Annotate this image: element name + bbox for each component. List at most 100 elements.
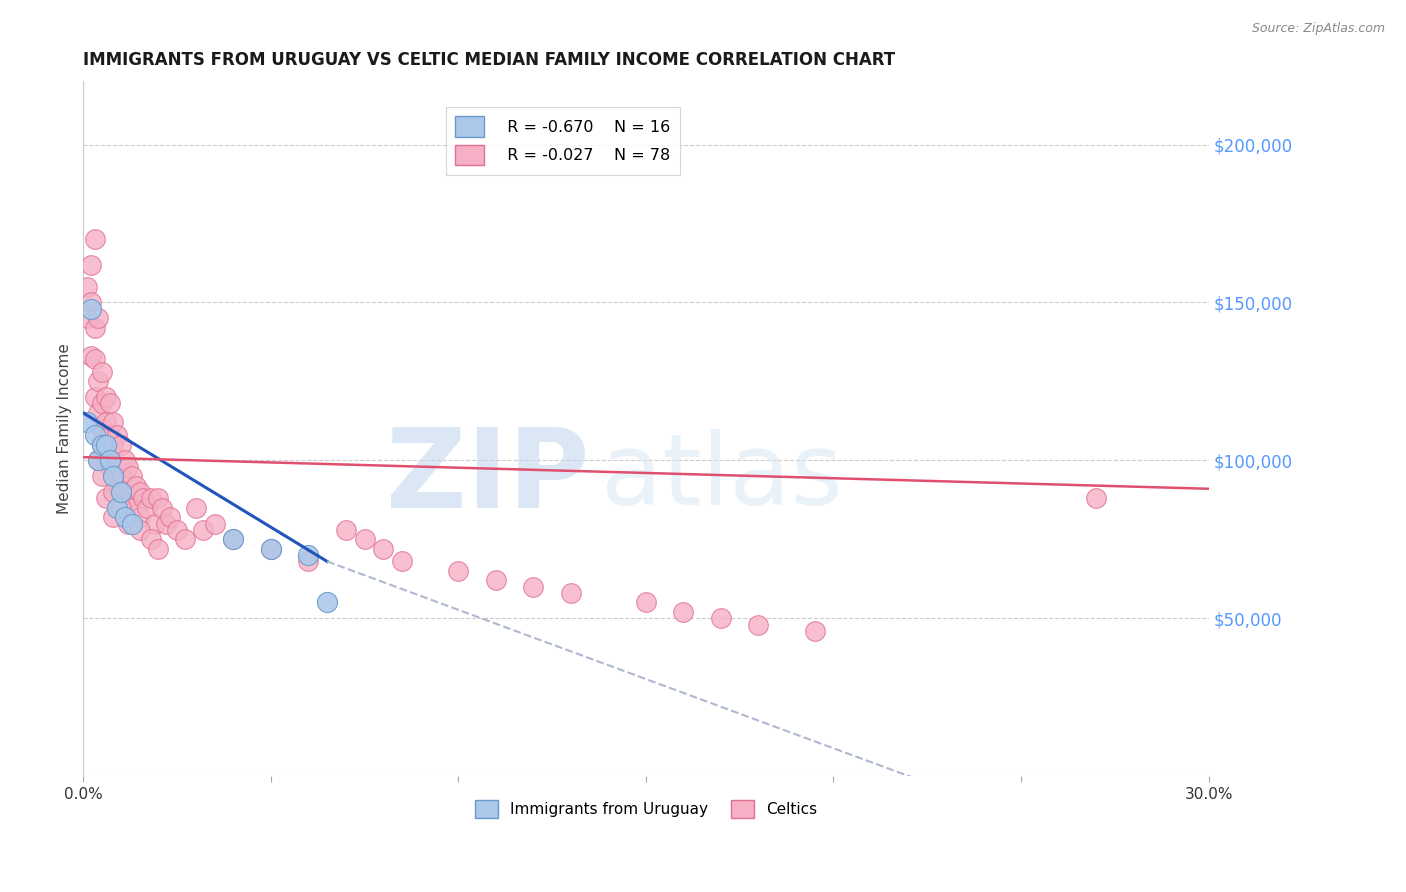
Point	[98, 428, 121, 442]
Point	[128, 484, 150, 499]
Point	[747, 617, 769, 632]
Point	[83, 428, 105, 442]
Point	[710, 611, 733, 625]
Point	[148, 491, 170, 506]
Point	[103, 510, 125, 524]
Text: ZIP: ZIP	[387, 424, 589, 531]
Point	[114, 484, 136, 499]
Legend: Immigrants from Uruguay, Celtics: Immigrants from Uruguay, Celtics	[468, 794, 824, 824]
Point	[132, 491, 155, 506]
Point	[83, 320, 105, 334]
Point	[136, 500, 159, 515]
Point	[87, 406, 110, 420]
Point	[94, 390, 117, 404]
Point	[83, 232, 105, 246]
Y-axis label: Median Family Income: Median Family Income	[58, 343, 72, 514]
Point	[94, 453, 117, 467]
Point	[80, 349, 103, 363]
Point	[173, 533, 195, 547]
Point	[105, 478, 128, 492]
Point	[103, 469, 125, 483]
Point	[335, 523, 357, 537]
Point	[222, 533, 245, 547]
Point	[76, 416, 98, 430]
Point	[485, 574, 508, 588]
Point	[803, 624, 825, 638]
Point	[672, 605, 695, 619]
Point	[80, 301, 103, 316]
Point	[391, 554, 413, 568]
Point	[139, 533, 162, 547]
Point	[94, 416, 117, 430]
Point	[98, 459, 121, 474]
Point	[117, 459, 139, 474]
Point	[114, 453, 136, 467]
Point	[91, 437, 114, 451]
Point	[110, 484, 132, 499]
Point	[87, 311, 110, 326]
Point	[150, 500, 173, 515]
Point	[94, 491, 117, 506]
Point	[260, 541, 283, 556]
Point	[105, 428, 128, 442]
Point	[80, 295, 103, 310]
Point	[143, 516, 166, 531]
Point	[121, 500, 143, 515]
Point	[103, 437, 125, 451]
Point	[125, 478, 148, 492]
Point	[193, 523, 215, 537]
Point	[297, 554, 319, 568]
Point	[91, 469, 114, 483]
Point	[117, 491, 139, 506]
Point	[105, 500, 128, 515]
Point	[634, 595, 657, 609]
Point	[297, 548, 319, 562]
Point	[121, 516, 143, 531]
Point	[128, 510, 150, 524]
Point	[91, 437, 114, 451]
Point	[80, 258, 103, 272]
Point	[184, 500, 207, 515]
Point	[110, 437, 132, 451]
Point	[83, 352, 105, 367]
Text: IMMIGRANTS FROM URUGUAY VS CELTIC MEDIAN FAMILY INCOME CORRELATION CHART: IMMIGRANTS FROM URUGUAY VS CELTIC MEDIAN…	[83, 51, 896, 69]
Point	[260, 541, 283, 556]
Point	[76, 279, 98, 293]
Point	[98, 453, 121, 467]
Point	[447, 564, 470, 578]
Point	[1085, 491, 1108, 506]
Point	[87, 453, 110, 467]
Point	[353, 533, 375, 547]
Point	[121, 469, 143, 483]
Point	[139, 491, 162, 506]
Point	[98, 396, 121, 410]
Point	[83, 390, 105, 404]
Point	[560, 586, 582, 600]
Point	[159, 510, 181, 524]
Point	[103, 469, 125, 483]
Point	[87, 375, 110, 389]
Point	[114, 510, 136, 524]
Point	[110, 500, 132, 515]
Text: Source: ZipAtlas.com: Source: ZipAtlas.com	[1251, 22, 1385, 36]
Point	[128, 523, 150, 537]
Point	[110, 466, 132, 480]
Point	[91, 365, 114, 379]
Point	[103, 416, 125, 430]
Point	[117, 516, 139, 531]
Point	[76, 311, 98, 326]
Text: atlas: atlas	[600, 429, 842, 526]
Point	[148, 541, 170, 556]
Point	[166, 523, 188, 537]
Point	[373, 541, 395, 556]
Point	[316, 595, 339, 609]
Point	[87, 453, 110, 467]
Point	[91, 422, 114, 436]
Point	[94, 437, 117, 451]
Point	[222, 533, 245, 547]
Point	[91, 396, 114, 410]
Point	[204, 516, 226, 531]
Point	[522, 580, 544, 594]
Point	[103, 484, 125, 499]
Point	[155, 516, 177, 531]
